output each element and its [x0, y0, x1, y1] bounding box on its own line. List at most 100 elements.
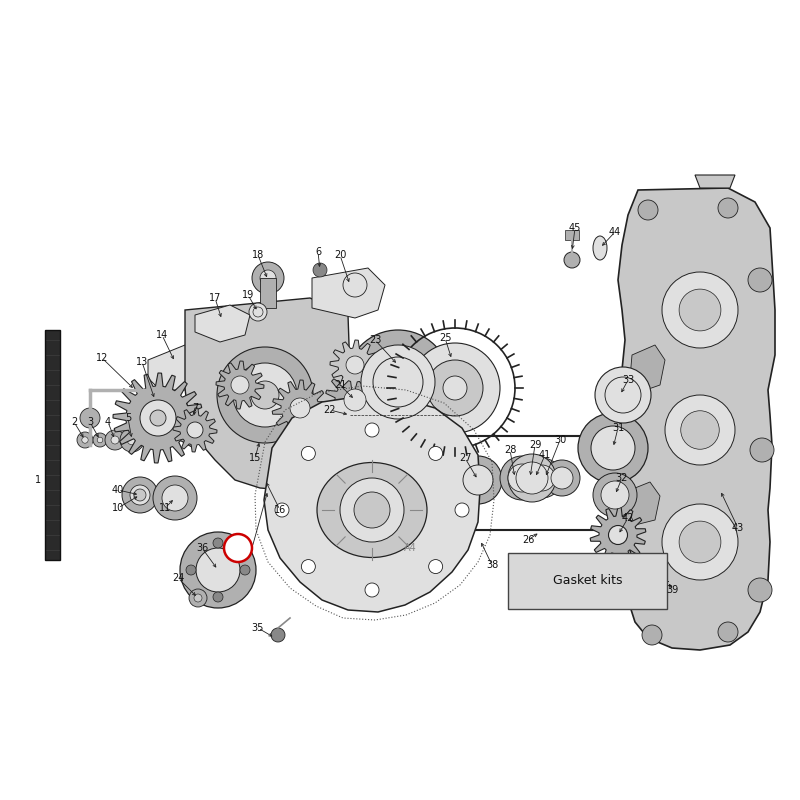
Text: 2: 2 [71, 417, 77, 427]
Circle shape [463, 465, 493, 495]
Circle shape [346, 356, 364, 374]
Circle shape [346, 330, 450, 434]
Circle shape [551, 467, 573, 489]
Circle shape [564, 252, 580, 268]
Circle shape [427, 360, 483, 416]
Circle shape [748, 578, 772, 602]
Circle shape [251, 381, 279, 409]
Circle shape [642, 625, 662, 645]
Circle shape [340, 478, 404, 542]
Circle shape [180, 532, 256, 608]
Circle shape [601, 481, 629, 509]
Text: 25: 25 [438, 333, 451, 343]
Circle shape [213, 592, 223, 602]
Circle shape [429, 446, 442, 461]
Circle shape [578, 413, 648, 483]
Circle shape [187, 422, 203, 438]
Circle shape [142, 402, 174, 434]
Polygon shape [325, 370, 385, 430]
Text: 3: 3 [87, 417, 93, 427]
Text: 44: 44 [609, 227, 621, 237]
Circle shape [593, 473, 637, 517]
Circle shape [130, 485, 150, 505]
Circle shape [508, 464, 536, 492]
Text: 27: 27 [458, 453, 471, 463]
Text: 5: 5 [125, 413, 131, 423]
Polygon shape [272, 380, 328, 436]
Circle shape [189, 589, 207, 607]
Circle shape [605, 377, 641, 413]
Text: 7: 7 [192, 403, 198, 413]
Polygon shape [173, 408, 217, 452]
Circle shape [233, 363, 297, 427]
Text: 14: 14 [156, 330, 168, 340]
Circle shape [718, 622, 738, 642]
Polygon shape [618, 188, 775, 650]
Circle shape [662, 504, 738, 580]
Ellipse shape [593, 236, 607, 260]
Circle shape [252, 262, 284, 294]
Circle shape [111, 436, 119, 444]
Circle shape [82, 437, 88, 443]
Text: 38: 38 [486, 560, 498, 570]
Polygon shape [260, 278, 276, 308]
Circle shape [455, 503, 469, 517]
Polygon shape [185, 298, 352, 490]
Circle shape [77, 432, 93, 448]
Circle shape [529, 465, 555, 491]
Circle shape [365, 423, 379, 437]
Circle shape [98, 437, 102, 443]
Circle shape [134, 489, 146, 501]
Circle shape [290, 398, 310, 418]
Circle shape [662, 272, 738, 348]
Circle shape [345, 390, 365, 410]
Circle shape [213, 538, 223, 548]
Circle shape [150, 410, 166, 426]
Polygon shape [630, 345, 665, 392]
Circle shape [500, 456, 544, 500]
Circle shape [275, 503, 289, 517]
Circle shape [187, 422, 202, 438]
Circle shape [249, 303, 267, 321]
Text: 33: 33 [622, 375, 634, 385]
Circle shape [718, 198, 738, 218]
Circle shape [93, 433, 107, 447]
Circle shape [429, 559, 442, 574]
Text: 24: 24 [172, 573, 184, 583]
Text: 31: 31 [612, 423, 624, 433]
Ellipse shape [317, 462, 427, 558]
Circle shape [313, 263, 327, 277]
Circle shape [140, 400, 176, 436]
Circle shape [522, 458, 562, 498]
Text: 20: 20 [334, 250, 346, 260]
Circle shape [153, 476, 197, 520]
Text: 26: 26 [522, 535, 534, 545]
Polygon shape [264, 396, 480, 612]
Circle shape [105, 430, 125, 450]
Text: 35: 35 [252, 623, 264, 633]
Circle shape [544, 460, 580, 496]
Circle shape [508, 454, 556, 502]
Text: 15: 15 [249, 453, 261, 463]
Text: A4: A4 [404, 543, 416, 553]
Circle shape [122, 477, 158, 513]
Circle shape [302, 559, 315, 574]
Text: 19: 19 [242, 290, 254, 300]
Circle shape [750, 438, 774, 462]
Text: 36: 36 [196, 543, 208, 553]
Circle shape [609, 526, 627, 545]
Text: Gasket kits: Gasket kits [554, 574, 622, 587]
Circle shape [271, 628, 285, 642]
Polygon shape [216, 361, 264, 409]
Circle shape [120, 428, 144, 452]
Circle shape [679, 521, 721, 563]
Circle shape [638, 200, 658, 220]
Text: 13: 13 [136, 357, 148, 367]
Circle shape [260, 270, 276, 286]
Circle shape [127, 435, 137, 445]
FancyBboxPatch shape [508, 553, 667, 609]
Text: 17: 17 [209, 293, 221, 303]
Circle shape [217, 347, 313, 443]
Polygon shape [195, 305, 250, 342]
Polygon shape [330, 340, 380, 390]
